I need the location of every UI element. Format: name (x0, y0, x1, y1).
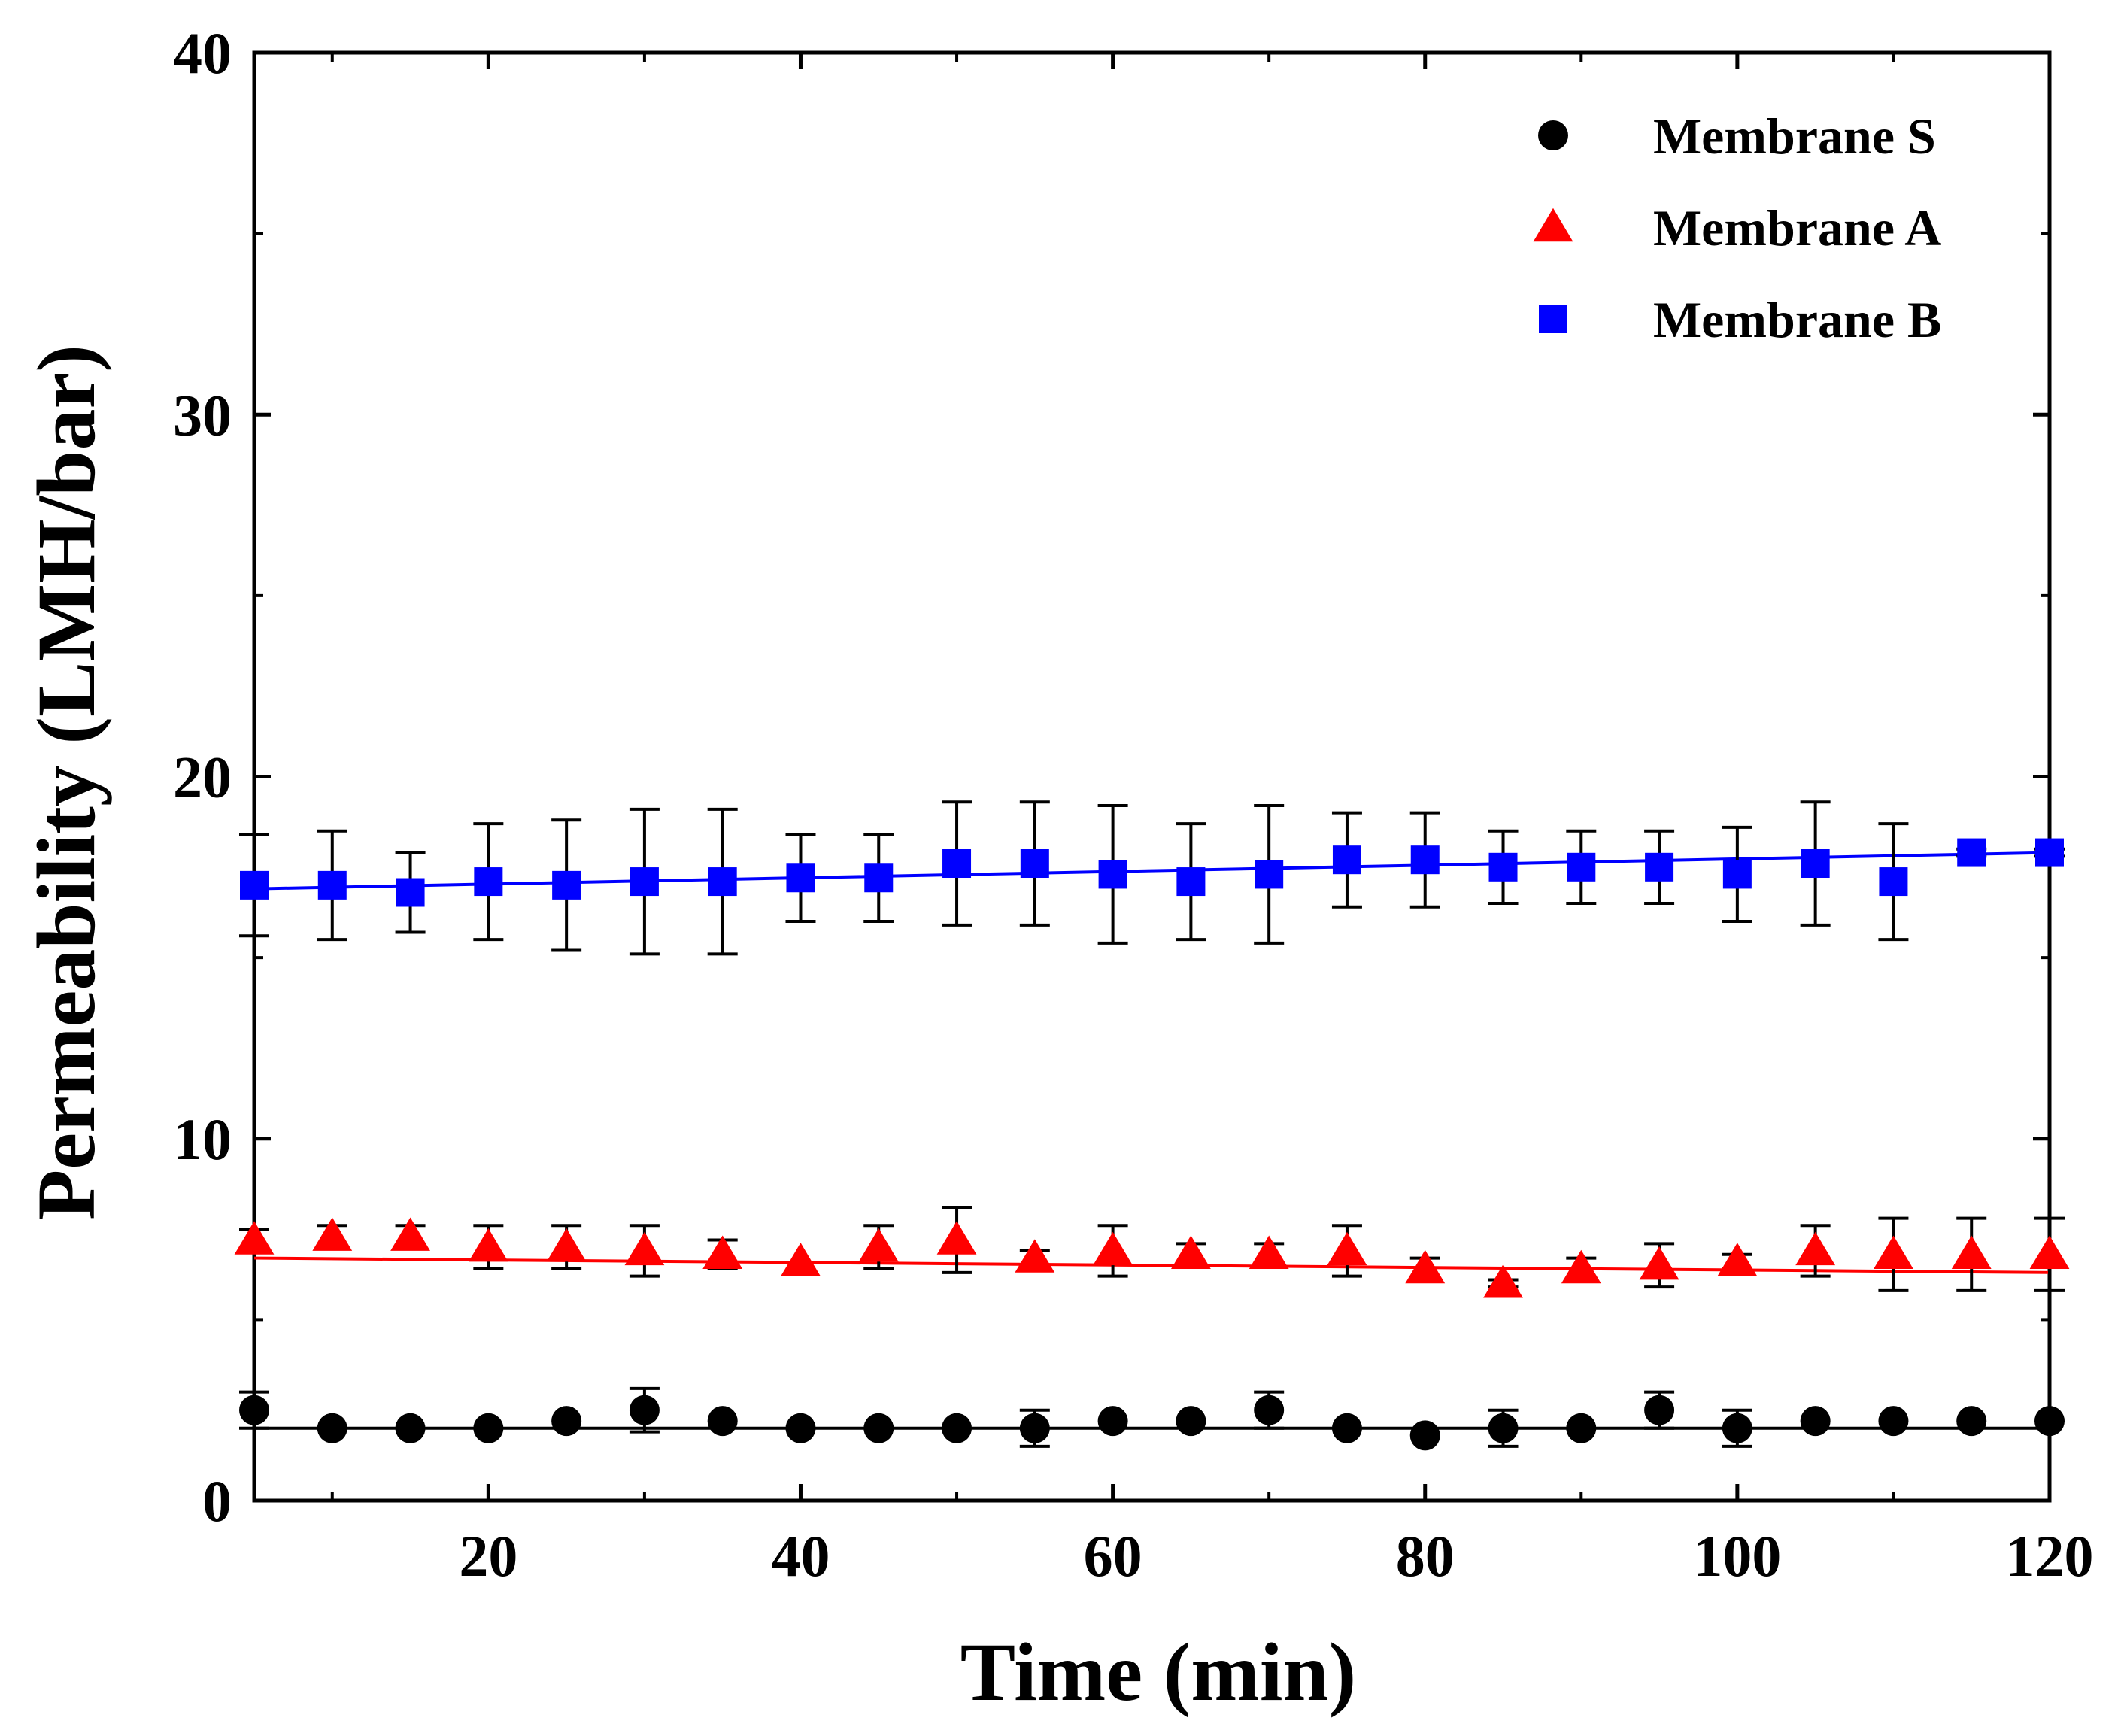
membrane-s-point (395, 1413, 426, 1443)
membrane-b-point (1332, 845, 1361, 875)
membrane-a-point (624, 1231, 665, 1266)
x-tick-label: 80 (1396, 1523, 1455, 1589)
membrane-b-point (474, 867, 503, 897)
membrane-b-point (786, 863, 815, 893)
membrane-a-point (234, 1221, 275, 1255)
legend-label-membrane-b: Membrane B (1653, 291, 1941, 348)
y-tick-label: 40 (173, 20, 232, 86)
membrane-s-point (1176, 1406, 1206, 1437)
membrane-b-point (864, 863, 894, 893)
x-tick-label: 100 (1693, 1523, 1781, 1589)
membrane-s-point (1878, 1406, 1909, 1437)
membrane-s-point (1644, 1395, 1675, 1425)
membrane-b-point (942, 849, 972, 878)
membrane-b-point (317, 870, 347, 900)
membrane-a-point (702, 1235, 743, 1269)
y-tick-label: 0 (202, 1468, 232, 1534)
membrane-a-point (312, 1217, 353, 1251)
membrane-b-point (708, 867, 737, 897)
membrane-s-point (1331, 1413, 1362, 1443)
membrane-s-point (1956, 1406, 1987, 1437)
membrane-b-point (1801, 849, 1830, 878)
y-axis-title: Permeability (LMH/bar) (20, 344, 112, 1220)
membrane-b-point (1410, 845, 1440, 875)
y-tick-label: 10 (173, 1106, 232, 1172)
membrane-a-point (1405, 1249, 1446, 1284)
membrane-b-point (1255, 860, 1284, 889)
membrane-a-point (1327, 1231, 1367, 1266)
membrane-s-point (317, 1413, 347, 1443)
legend-marker-membrane-b (1539, 305, 1567, 333)
membrane-b-point (396, 878, 425, 907)
membrane-a-point (1483, 1264, 1523, 1298)
membrane-s-point (551, 1406, 582, 1437)
membrane-a-point (468, 1228, 508, 1262)
membrane-s-point (629, 1395, 660, 1425)
membrane-s-point (863, 1413, 894, 1443)
y-tick-label: 20 (173, 745, 232, 810)
membrane-s-point (1722, 1413, 1752, 1443)
membrane-b-point (630, 867, 659, 897)
membrane-a-point (1795, 1231, 1836, 1266)
membrane-b-point (1098, 860, 1127, 889)
legend-label-membrane-s: Membrane S (1653, 108, 1936, 165)
x-tick-label: 40 (771, 1523, 830, 1589)
membrane-b-point (1567, 852, 1596, 882)
legend-entry-membrane-b: Membrane B (1539, 291, 1941, 348)
membrane-b-point (552, 870, 581, 900)
membrane-b-fit-line (253, 851, 2050, 891)
membrane-s-point (707, 1406, 738, 1437)
membrane-a-point (858, 1228, 899, 1262)
membrane-a-point (936, 1221, 977, 1255)
legend-label-membrane-a: Membrane A (1653, 199, 1941, 256)
legend-entry-membrane-a: Membrane A (1533, 199, 1941, 256)
membrane-a-point (1561, 1249, 1601, 1284)
membrane-s-point (942, 1413, 972, 1443)
x-axis-title: Time (min) (960, 1626, 1357, 1718)
membrane-s-point (1488, 1413, 1519, 1443)
membrane-s-point (1254, 1395, 1285, 1425)
legend-marker-membrane-a (1533, 208, 1573, 242)
y-tick-label: 30 (173, 382, 232, 448)
membrane-b-point (1645, 852, 1674, 882)
membrane-s-point (1800, 1406, 1831, 1437)
membrane-a-point (390, 1217, 430, 1251)
membrane-a-point (1170, 1235, 1211, 1269)
membrane-a-point (1717, 1243, 1758, 1276)
x-tick-label: 60 (1084, 1523, 1142, 1589)
membrane-a-point (1639, 1246, 1679, 1280)
membrane-b-point (1176, 867, 1206, 897)
membrane-s-point (1566, 1413, 1597, 1443)
membrane-s-point (2034, 1406, 2065, 1437)
membrane-s-point (473, 1413, 504, 1443)
membrane-a-point (1249, 1235, 1289, 1269)
membrane-b-point (1488, 852, 1518, 882)
membrane-a-point (1874, 1235, 1913, 1269)
membrane-a-point (1093, 1231, 1133, 1266)
membrane-b-point (1020, 849, 1049, 878)
membrane-s-point (785, 1413, 816, 1443)
membrane-s-point (1097, 1406, 1128, 1437)
membrane-a-point (781, 1243, 821, 1276)
membrane-b-point (1957, 838, 1986, 867)
membrane-s-point (239, 1395, 269, 1425)
membrane-a-fit-line (253, 1256, 2050, 1274)
membrane-b-point (1722, 860, 1752, 889)
membrane-a-point (546, 1228, 587, 1262)
membrane-b-point (1879, 867, 1908, 897)
membrane-a-point (1015, 1239, 1055, 1273)
membrane-b-point (2035, 838, 2064, 867)
membrane-a-point (2029, 1235, 2070, 1269)
x-tick-label: 20 (459, 1523, 517, 1589)
membrane-s-point (1409, 1420, 1440, 1451)
plot-frame (252, 50, 2052, 1503)
membrane-b-point (240, 870, 269, 900)
membrane-a-point (1951, 1235, 1992, 1269)
x-tick-label: 120 (2006, 1523, 2094, 1589)
legend-marker-membrane-s (1538, 120, 1568, 150)
legend-entry-membrane-s: Membrane S (1538, 108, 1936, 165)
membrane-s-point (1019, 1413, 1050, 1443)
